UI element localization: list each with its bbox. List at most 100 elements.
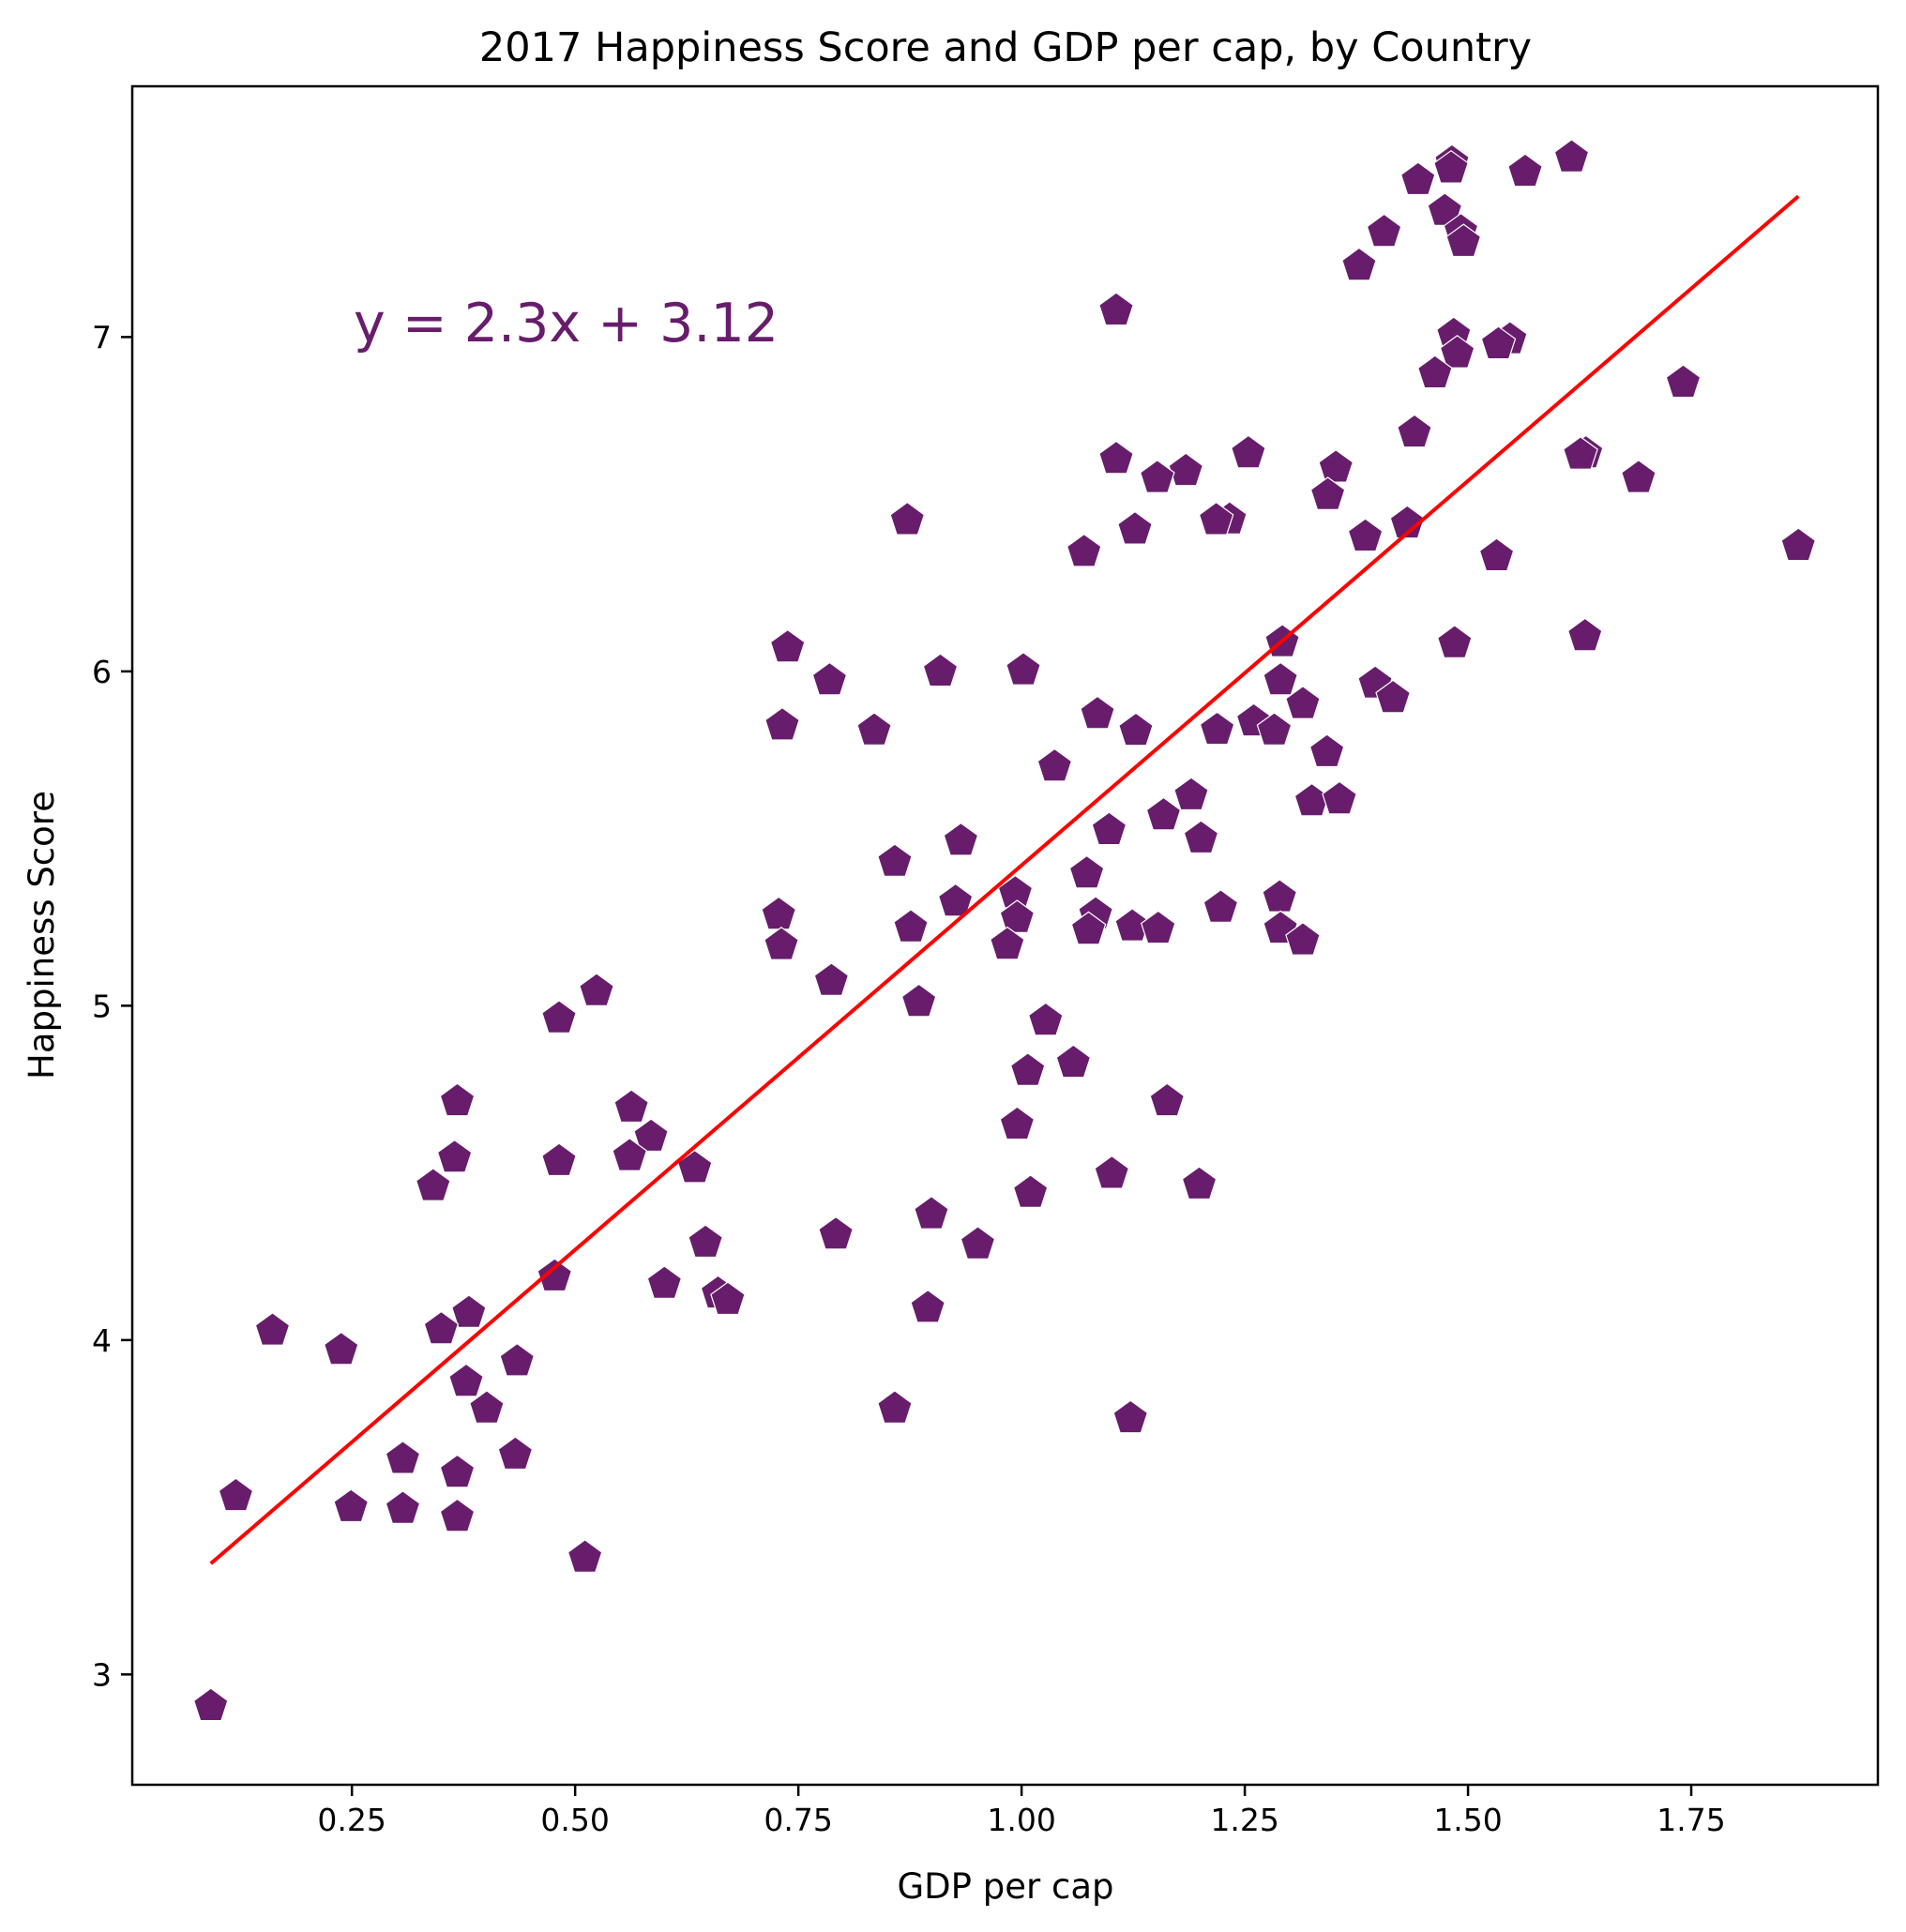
data-point [1366,213,1402,248]
data-point [1140,910,1176,944]
data-point [1168,452,1204,487]
data-point [423,1310,460,1345]
data-point [1036,747,1073,782]
data-point [254,1312,291,1346]
chart-title: 2017 Happiness Score and GDP per cap, by… [479,24,1532,71]
data-point [1006,652,1041,686]
y-axis-label: Happiness Score [22,791,62,1079]
data-point [893,909,929,943]
data-point [448,1363,484,1397]
data-point [1507,153,1543,188]
data-point [688,1224,723,1259]
data-point [1566,617,1603,652]
regression-equation: y = 2.3x + 3.12 [354,293,779,355]
data-point [1263,661,1298,696]
data-point [579,973,614,1007]
data-point [818,1215,854,1250]
data-point [439,1082,476,1117]
data-point [1055,1044,1092,1079]
data-point [900,983,937,1018]
data-point [1149,1082,1186,1117]
data-point [1199,711,1235,746]
data-point [1563,436,1598,470]
data-point [1318,449,1354,483]
data-point [1094,1155,1130,1189]
data-point [960,1226,996,1260]
data-point [541,1000,577,1034]
data-point [710,1281,746,1316]
data-point [1293,782,1330,817]
y-axis: 3 4 5 6 7 [92,319,132,1693]
data-point [1139,460,1175,493]
data-point [1118,712,1154,747]
data-point [1341,247,1377,281]
plot-area [192,139,1817,1722]
data-point [567,1539,603,1573]
data-point [1027,1002,1064,1036]
data-point [811,661,848,696]
data-point [1417,355,1453,389]
x-tick-label: 1.50 [1433,1802,1502,1838]
data-point [1436,625,1473,658]
data-point [1322,780,1357,815]
data-point [922,653,959,687]
data-point [1553,139,1590,173]
y-tick-label: 6 [92,654,112,690]
data-point [1397,414,1432,448]
data-point [1091,811,1127,846]
data-point [937,883,974,917]
data-point [1399,161,1436,196]
data-point [1181,1166,1218,1200]
data-point [1621,460,1656,493]
data-point [1262,879,1298,913]
x-tick-label: 1.75 [1656,1802,1725,1838]
data-point [436,1139,473,1173]
y-tick-label: 5 [92,988,112,1024]
data-point [1009,1052,1046,1086]
y-tick-label: 3 [92,1656,112,1693]
data-point [856,712,892,746]
data-point [451,1294,487,1329]
data-point [1389,505,1426,539]
data-point [333,1488,370,1523]
data-point [889,501,926,536]
data-point [990,926,1025,960]
data-point [910,1289,945,1323]
data-point [469,1390,505,1424]
data-point [633,1118,669,1153]
x-tick-label: 0.25 [317,1802,386,1838]
data-point [1070,911,1107,945]
data-point [415,1168,451,1201]
data-point [385,1441,421,1474]
data-point [1445,223,1482,258]
data-point [218,1477,254,1512]
data-point [385,1490,421,1524]
data-point [1478,537,1515,572]
data-point [1665,364,1702,399]
data-point [1066,533,1102,567]
data-point [1145,796,1182,831]
data-point [439,1498,476,1532]
x-tick-label: 0.75 [764,1802,832,1838]
data-point [1080,695,1115,730]
data-point [1173,777,1209,811]
data-point [761,896,797,930]
data-point [1068,854,1105,889]
data-point [877,843,913,878]
data-point [813,962,850,997]
data-point [1285,686,1321,719]
data-point [769,628,806,663]
data-point [1439,335,1475,369]
data-point [1117,510,1153,545]
x-tick-label: 1.25 [1210,1802,1278,1838]
data-point [877,1390,913,1424]
data-point [1012,1174,1049,1209]
data-point [999,899,1036,933]
data-point [612,1138,648,1171]
x-tick-label: 1.00 [987,1802,1055,1838]
data-point [764,706,800,741]
data-point [192,1687,229,1722]
regression-line [209,194,1800,1565]
data-point [1098,292,1134,326]
x-tick-label: 0.50 [540,1802,609,1838]
